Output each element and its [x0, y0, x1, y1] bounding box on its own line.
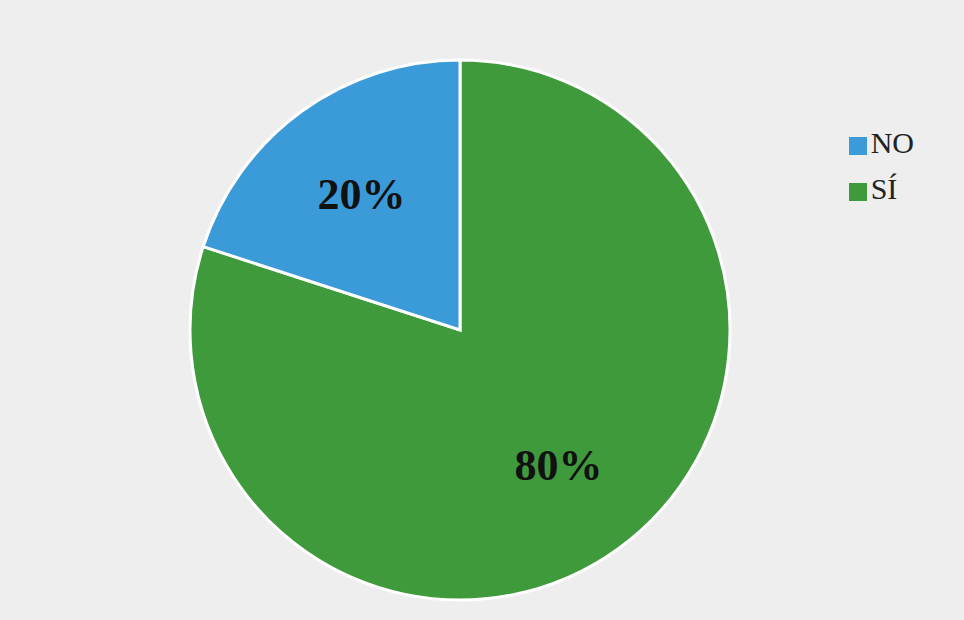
html-text:NO: NO	[870, 126, 914, 159]
svg-text:20%: 20%	[318, 170, 406, 219]
html-text:SÍ: SÍ	[870, 172, 898, 205]
svg-text:80%: 80%	[514, 441, 602, 490]
